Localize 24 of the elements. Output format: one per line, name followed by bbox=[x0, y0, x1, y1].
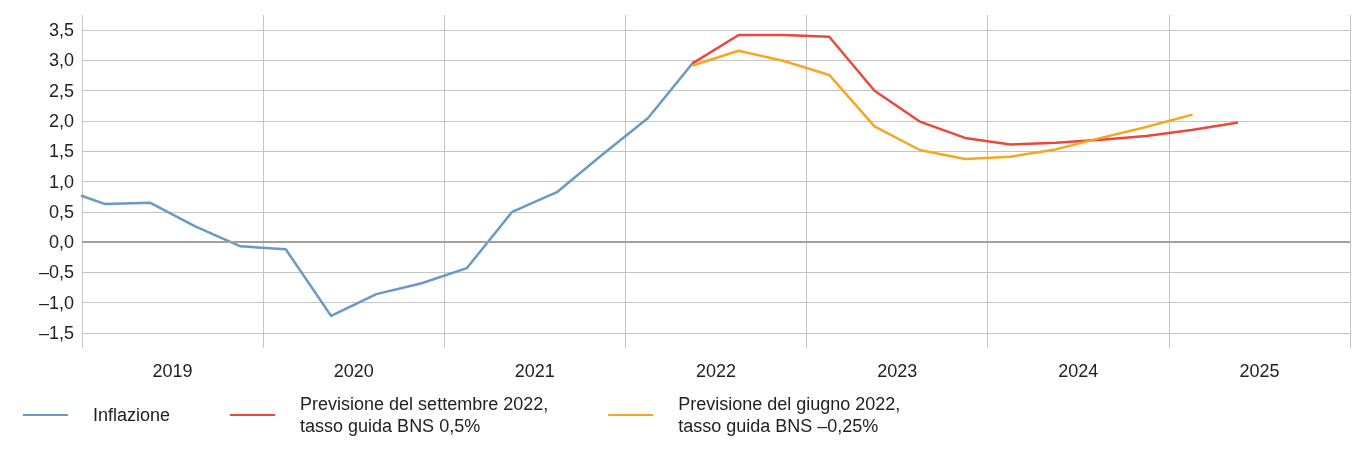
x-tick-label: 2020 bbox=[333, 361, 374, 381]
y-tick-label: –1,5 bbox=[38, 322, 74, 343]
y-tick-label: 1,5 bbox=[48, 141, 74, 162]
y-tick-label: 0,5 bbox=[48, 201, 74, 222]
y-tick-label: –0,5 bbox=[38, 262, 74, 283]
legend-label: Inflazione bbox=[93, 405, 171, 425]
x-tick-label: 2023 bbox=[877, 361, 918, 381]
x-tick-label: 2021 bbox=[514, 361, 555, 381]
y-tick-label: –1,0 bbox=[38, 292, 74, 313]
line-series bbox=[80, 60, 695, 318]
y-tick-label: 2,0 bbox=[48, 110, 74, 131]
x-tick-label: 2024 bbox=[1058, 361, 1099, 381]
y-tick-label: 3,5 bbox=[48, 20, 74, 41]
y-tick-label: 3,0 bbox=[48, 50, 74, 71]
line-series bbox=[692, 49, 1193, 161]
x-tick-label: 2022 bbox=[695, 361, 737, 381]
line-series bbox=[692, 33, 1239, 146]
x-tick-label: 2025 bbox=[1239, 361, 1280, 381]
legend-label: Previsione del giugno 2022, tasso guida BNS –0,25% bbox=[678, 394, 901, 436]
y-tick-label: 2,5 bbox=[48, 80, 74, 101]
x-tick-label: 2019 bbox=[152, 361, 193, 381]
y-tick-label: 1,0 bbox=[48, 171, 74, 192]
legend-label: Previsione del settembre 2022, tasso guida BNS 0,5% bbox=[300, 394, 549, 436]
y-tick-label: 0,0 bbox=[48, 232, 74, 253]
